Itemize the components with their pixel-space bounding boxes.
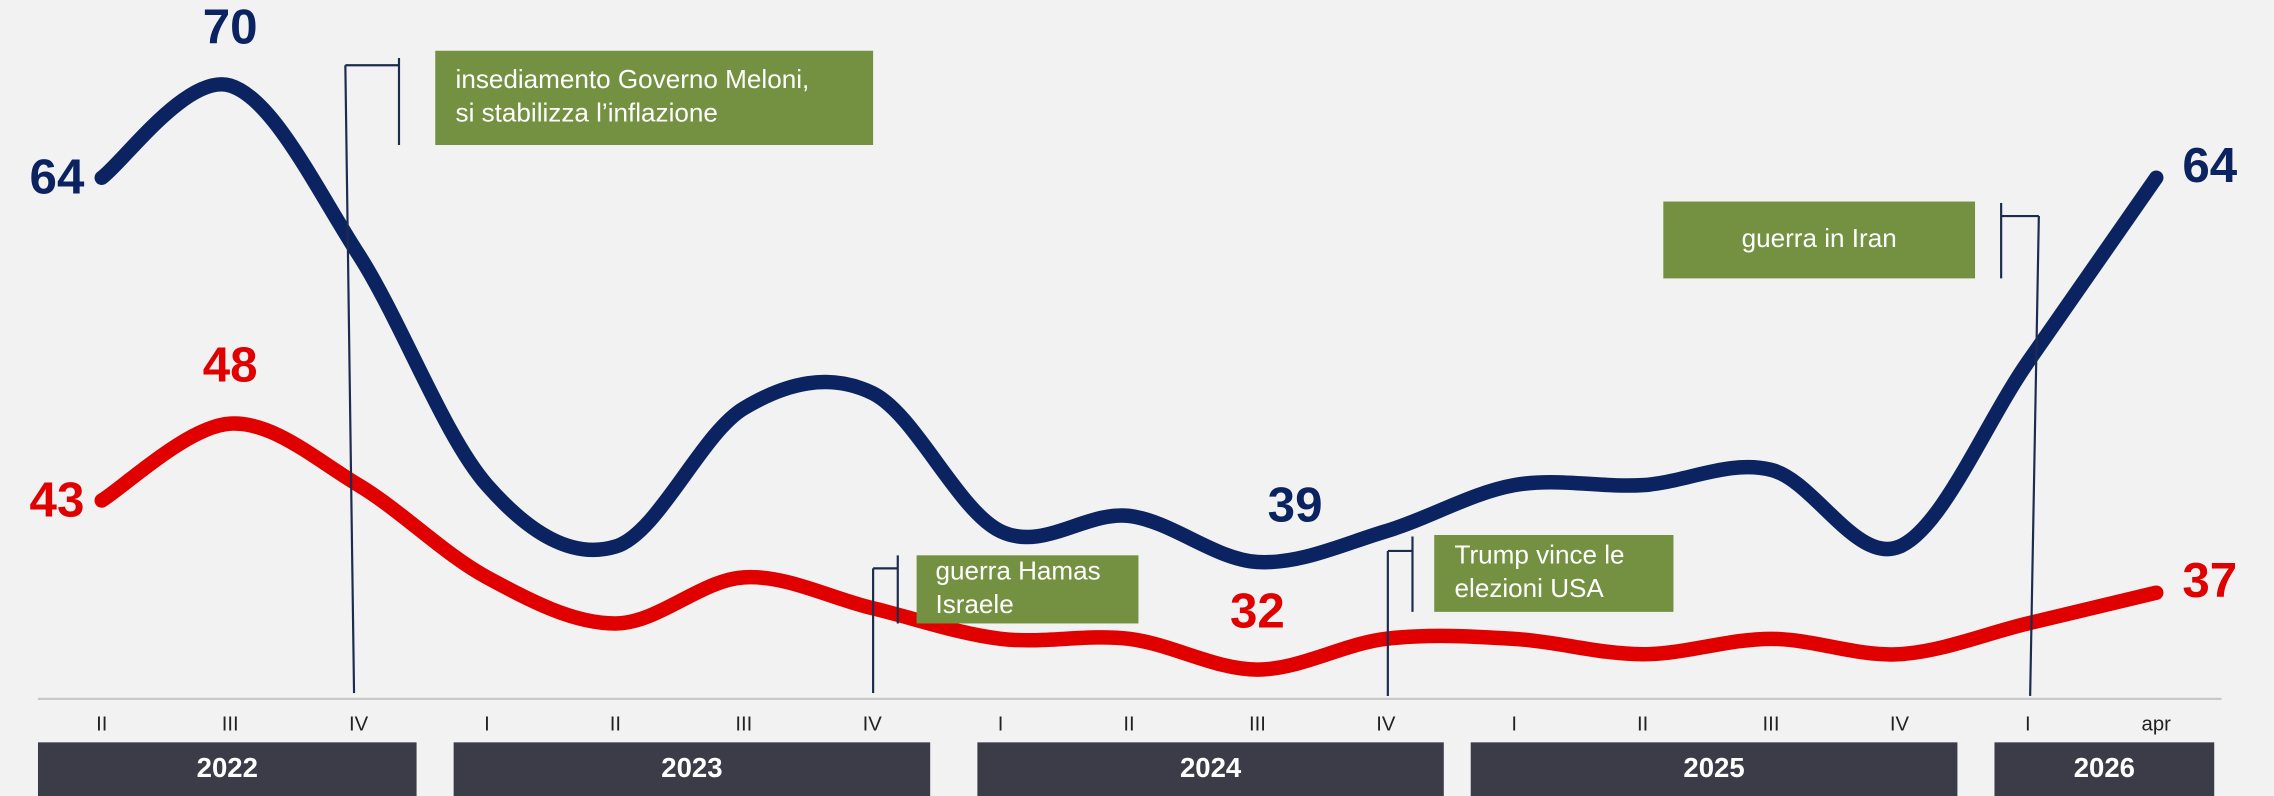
x-tick-label: I (2025, 713, 2031, 735)
value-label: 39 (1268, 477, 1323, 532)
year-label: 2025 (1683, 752, 1744, 783)
value-label: 70 (203, 0, 258, 54)
x-tick-label: IV (1890, 713, 1910, 735)
x-tick-label: II (1123, 713, 1134, 735)
annotation-box (916, 555, 1139, 624)
annotation-text: guerra Hamas (935, 556, 1100, 586)
annotation-text: si stabilizza l’inflazione (456, 97, 718, 127)
x-tick-label: III (1763, 713, 1780, 735)
year-label: 2023 (661, 752, 722, 783)
x-tick-label: I (484, 713, 490, 735)
x-tick-label: IV (1376, 713, 1396, 735)
value-label: 32 (1230, 583, 1285, 638)
value-label: 64 (30, 150, 85, 205)
year-bar (1994, 742, 2215, 796)
annotation-text: Trump vince le (1455, 540, 1625, 570)
year-label: 2026 (2074, 752, 2135, 783)
annotation-text: Israele (935, 589, 1013, 619)
x-tick-label: apr (2142, 713, 2172, 735)
year-label: 2024 (1180, 752, 1242, 783)
value-label: 64 (2182, 138, 2237, 193)
annotation-text: insediamento Governo Meloni, (456, 64, 810, 94)
x-tick-label: III (222, 713, 239, 735)
x-tick-label: IV (349, 713, 369, 735)
annotation-text: guerra in Iran (1742, 223, 1897, 253)
x-tick-label: II (96, 713, 107, 735)
series-line (94, 416, 2164, 677)
value-label: 43 (30, 472, 85, 527)
annotation-connector (2029, 216, 2040, 696)
annotation-box (1663, 201, 1976, 279)
value-label: 37 (2182, 553, 2237, 608)
series-line (94, 77, 2164, 570)
annotation-text: elezioni USA (1455, 573, 1605, 603)
year-bar (977, 742, 1444, 796)
annotation-box (435, 50, 874, 145)
x-tick-label: II (610, 713, 621, 735)
year-label: 2022 (197, 752, 258, 783)
year-bar (37, 742, 417, 796)
x-tick-label: I (998, 713, 1004, 735)
annotation-connector (344, 65, 356, 694)
x-tick-label: III (1249, 713, 1266, 735)
year-bar (1470, 742, 1958, 796)
x-tick-label: I (1511, 713, 1517, 735)
x-tick-label: IV (863, 713, 883, 735)
annotation-box (1434, 535, 1674, 612)
x-tick-label: II (1637, 713, 1648, 735)
year-bar (453, 742, 931, 796)
x-tick-label: III (735, 713, 752, 735)
value-label: 48 (203, 338, 258, 393)
